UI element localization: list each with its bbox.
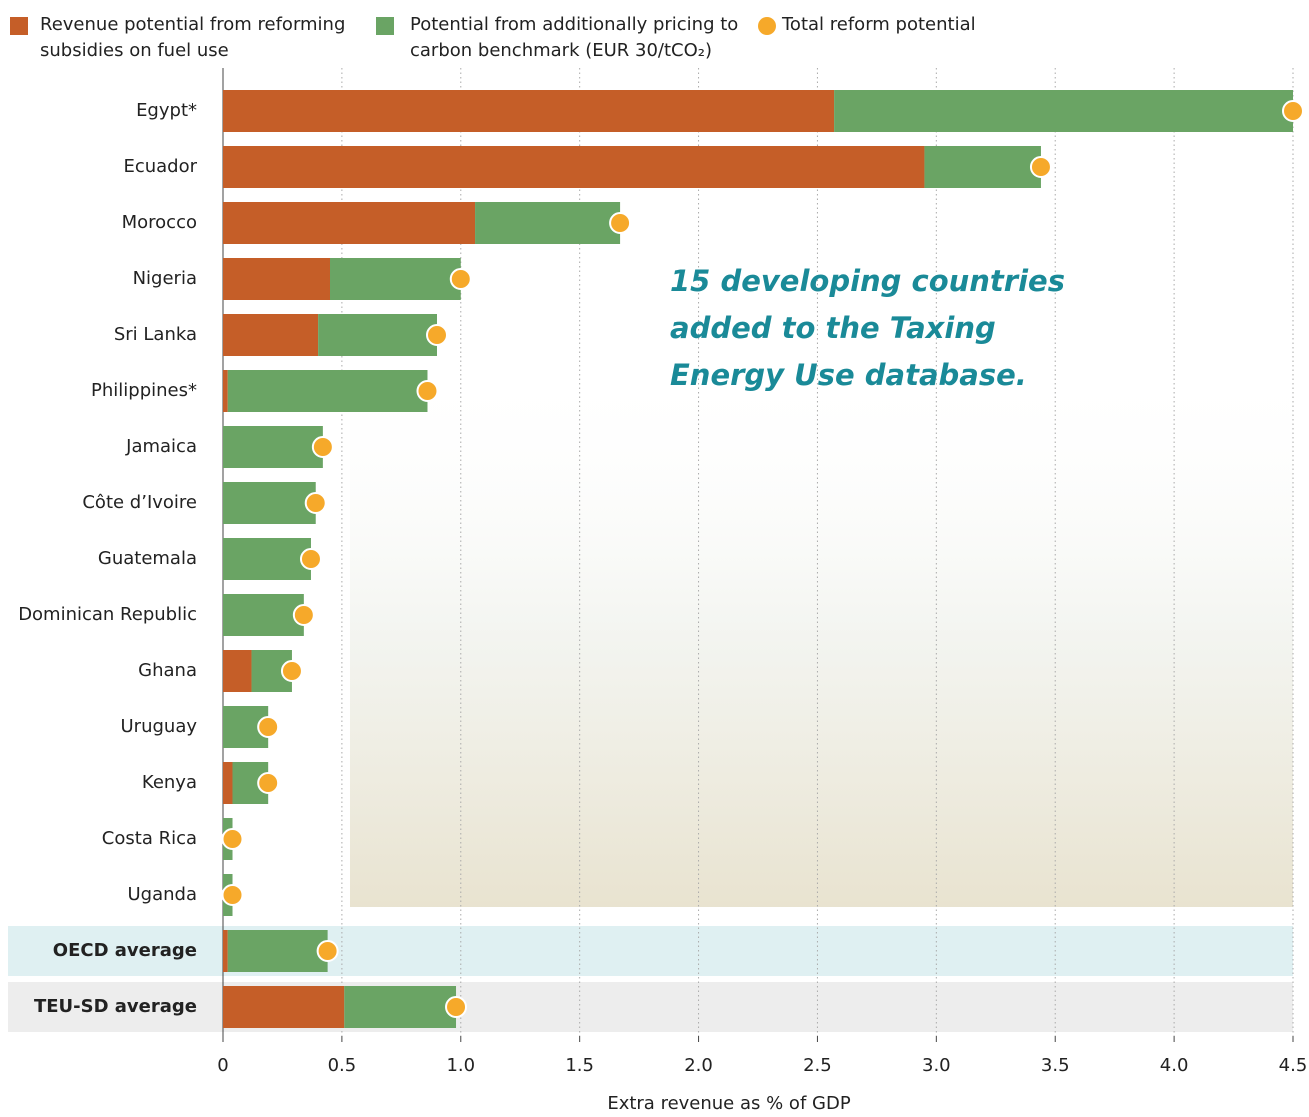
bar-segment	[223, 762, 233, 804]
bar-segment	[223, 538, 311, 580]
y-tick-label: Philippines*	[91, 380, 197, 401]
annotation: 15 developing countries added to the Tax…	[670, 258, 1065, 399]
y-tick-label: Kenya	[142, 772, 197, 793]
bar-segment	[223, 202, 475, 244]
x-axis-title: Extra revenue as % of GDP	[607, 1093, 850, 1114]
total-dot	[446, 997, 466, 1017]
y-tick-label: Sri Lanka	[114, 324, 197, 345]
x-tick-label: 4.0	[1160, 1055, 1189, 1076]
bar-segment	[223, 482, 316, 524]
y-tick-label: Ecuador	[123, 156, 197, 177]
bar-segment	[223, 426, 323, 468]
bar-segment	[834, 90, 1293, 132]
y-tick-label: Uruguay	[121, 716, 198, 737]
bar-segment	[223, 146, 924, 188]
y-tick-label: Côte d’Ivoire	[82, 492, 197, 513]
y-tick-label: Morocco	[122, 212, 197, 233]
y-tick-label: Nigeria	[133, 268, 197, 289]
x-tick-label: 1.5	[565, 1055, 594, 1076]
total-dot	[1031, 157, 1051, 177]
bar-segment	[330, 258, 461, 300]
row-highlight	[8, 982, 1293, 1032]
total-dot	[223, 829, 243, 849]
y-tick-label: Uganda	[128, 884, 198, 905]
bar-segment	[223, 594, 304, 636]
y-tick-label: Costa Rica	[102, 828, 197, 849]
legend-swatch	[758, 17, 776, 35]
legend-label: Total reform potential	[782, 12, 1042, 38]
x-tick-label: 4.5	[1279, 1055, 1308, 1076]
total-dot	[258, 717, 278, 737]
x-tick-label: 0	[217, 1055, 228, 1076]
bar-segment	[228, 930, 328, 972]
legend-swatch	[376, 17, 394, 35]
row-highlight	[8, 926, 1293, 976]
y-tick-label: TEU-SD average	[34, 996, 197, 1017]
total-dot	[417, 381, 437, 401]
total-dot	[301, 549, 321, 569]
total-dot	[294, 605, 314, 625]
bar-segment	[344, 986, 456, 1028]
total-dot	[282, 661, 302, 681]
y-tick-label: Jamaica	[125, 436, 197, 457]
legend-label: Potential from additionally pricing to c…	[410, 12, 750, 64]
total-dot	[427, 325, 447, 345]
x-tick-label: 0.5	[328, 1055, 357, 1076]
total-dot	[318, 941, 338, 961]
page: {"chart_data": { "type": "bar", "orienta…	[0, 0, 1309, 1117]
total-dot	[451, 269, 471, 289]
legend-swatch	[10, 17, 28, 35]
bar-segment	[223, 650, 252, 692]
bar-segment	[318, 314, 437, 356]
legend-label: Revenue potential from reforming subsidi…	[40, 12, 360, 64]
total-dot	[306, 493, 326, 513]
y-tick-label: Guatemala	[98, 548, 197, 569]
bar-segment	[924, 146, 1041, 188]
chart: Extra revenue as % of GDP 0 0.5 1.0 1.5 2.0 2…	[0, 0, 1309, 1117]
bar-segment	[223, 314, 318, 356]
y-tick-label: OECD average	[53, 940, 197, 961]
y-tick-label: Egypt*	[136, 100, 197, 121]
total-dot	[313, 437, 333, 457]
bar-segment	[223, 370, 228, 412]
x-tick-label: 3.0	[922, 1055, 951, 1076]
x-tick-label: 2.0	[684, 1055, 713, 1076]
total-dot	[223, 885, 243, 905]
y-tick-label: Dominican Republic	[18, 604, 197, 625]
bar-segment	[223, 986, 344, 1028]
bar-segment	[475, 202, 620, 244]
background-image	[350, 360, 1293, 907]
bar-segment	[223, 930, 228, 972]
bar-segment	[223, 90, 834, 132]
bar-segment	[223, 258, 330, 300]
bar-segment	[228, 370, 428, 412]
x-tick-label: 1.0	[446, 1055, 475, 1076]
total-dot	[1283, 101, 1303, 121]
x-tick-label: 3.5	[1041, 1055, 1070, 1076]
total-dot	[258, 773, 278, 793]
x-tick-label: 2.5	[803, 1055, 832, 1076]
total-dot	[610, 213, 630, 233]
y-tick-label: Ghana	[138, 660, 197, 681]
